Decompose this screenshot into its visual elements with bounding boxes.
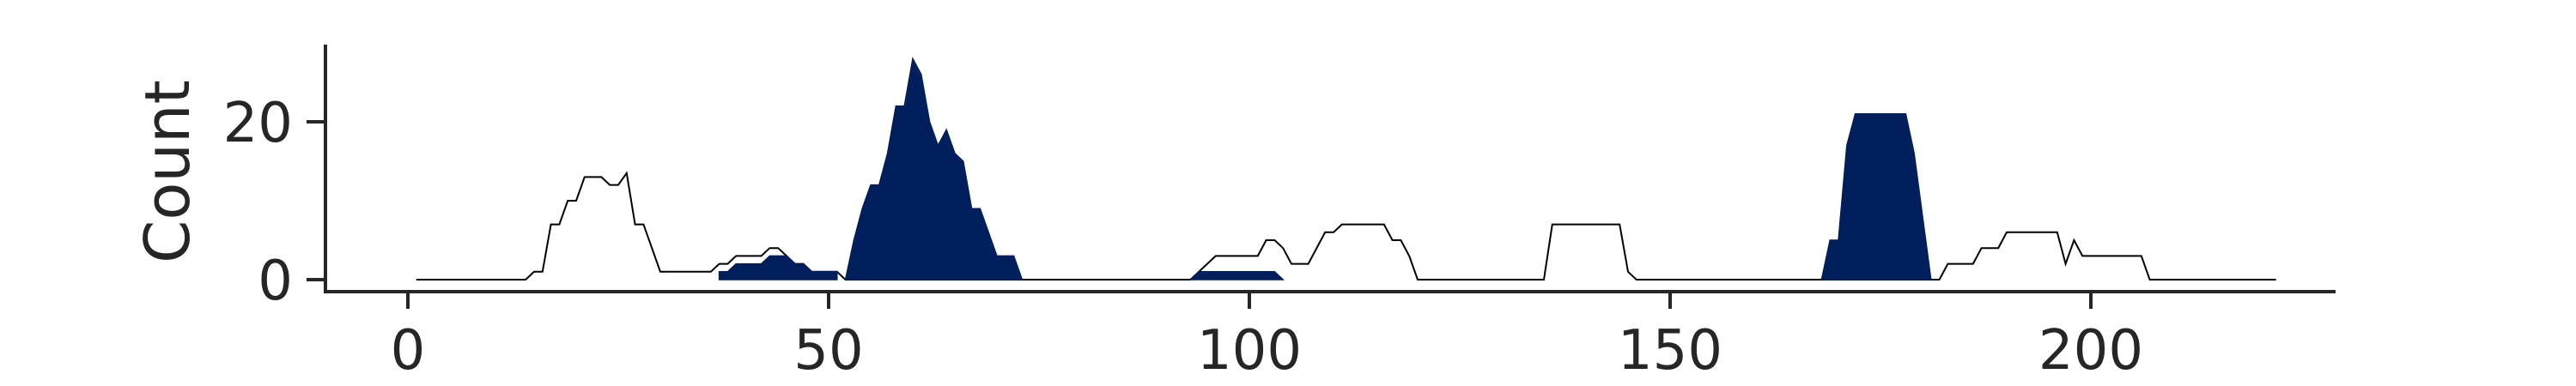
y-axis-label: Count xyxy=(131,80,204,263)
x-tick-label: 0 xyxy=(391,319,426,383)
outline-series-line xyxy=(416,171,2276,280)
filled-area-1 xyxy=(718,255,838,280)
filled-area-3 xyxy=(1188,271,1285,280)
y-tick-label: 0 xyxy=(258,250,293,313)
series-layer xyxy=(416,57,2276,280)
x-tick-label: 150 xyxy=(1618,319,1722,383)
x-tick-label: 100 xyxy=(1197,319,1302,383)
y-tick-label: 20 xyxy=(223,92,293,155)
x-tick-label: 200 xyxy=(2038,319,2143,383)
filled-area-4 xyxy=(1820,113,1932,280)
tick-layer: 0 50 100 150 200 0 20 xyxy=(223,92,2144,383)
filled-area-2 xyxy=(844,57,1024,280)
x-tick-label: 50 xyxy=(793,319,863,383)
